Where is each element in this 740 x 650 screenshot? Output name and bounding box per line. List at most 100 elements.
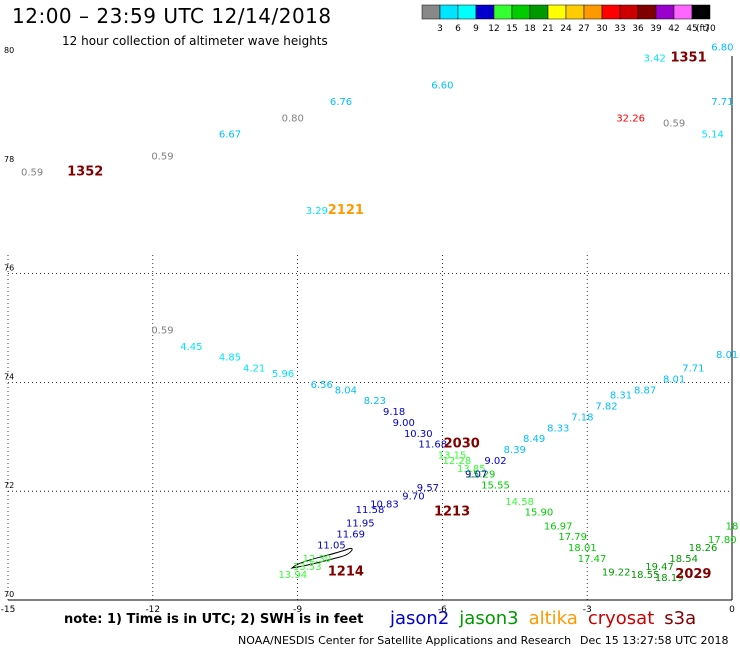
x-tick-label: -12	[145, 605, 160, 615]
legend-entry-s3a: s3a	[664, 608, 697, 629]
scale-label: 30	[596, 24, 608, 34]
wave-height-point: 17.79	[558, 532, 587, 543]
wave-height-point: 13.53	[293, 562, 322, 573]
wave-height-point: 15.55	[481, 480, 510, 491]
footer-note: note: 1) Time is in UTC; 2) SWH is in fe…	[64, 612, 364, 627]
scale-label: 21	[542, 24, 553, 34]
y-tick-label: 80	[4, 46, 14, 55]
wave-height-point: 6.67	[219, 130, 241, 141]
chart-subtitle: 12 hour collection of altimeter wave hei…	[62, 34, 328, 48]
wave-height-point: 9.18	[383, 407, 405, 418]
wave-height-point: 7.71	[682, 364, 704, 375]
x-tick-label: 0	[729, 605, 735, 615]
wave-height-point: 12.30	[303, 554, 332, 565]
scale-label: 45	[686, 24, 697, 34]
scale-label: 15	[506, 24, 517, 34]
legend-entry-altika: altika	[528, 608, 578, 629]
wave-height-point: 9.02	[484, 456, 506, 467]
wave-height-point: 9.07	[465, 470, 487, 481]
scale-label: 24	[560, 24, 572, 34]
y-tick-label: 78	[4, 155, 14, 164]
wave-height-point: 9.00	[393, 418, 415, 429]
pass-time-label: 1352	[67, 165, 103, 180]
wave-height-point: 0.59	[151, 151, 173, 162]
wave-height-point: 0.59	[21, 168, 43, 179]
wave-height-point: 7.82	[595, 402, 617, 413]
pass-time-label: 2121	[328, 203, 364, 218]
wave-height-point: 11.58	[356, 505, 385, 516]
credit-text: NOAA/NESDIS Center for Satellite Applica…	[238, 634, 572, 647]
wave-height-point: 5.14	[702, 130, 724, 141]
wave-height-point: 0.80	[282, 113, 304, 124]
y-tick-label: 70	[4, 590, 14, 599]
wave-height-point: 13.94	[278, 570, 307, 581]
chart-title: 12:00 – 23:59 UTC 12/14/2018	[12, 4, 332, 28]
legend-entry-jason3: jason3	[459, 608, 519, 629]
wave-height-point: 13.85	[457, 464, 486, 475]
wave-height-point: 17.47	[578, 554, 607, 565]
legend-entry-cryosat: cryosat	[587, 608, 655, 629]
wave-height-point: 8.31	[610, 391, 632, 402]
y-tick-label: 72	[4, 481, 14, 490]
wave-height-point: 7.18	[571, 412, 593, 423]
wave-height-point: 11.05	[317, 540, 346, 551]
wave-height-point: 18	[726, 521, 739, 532]
scale-swatch	[691, 4, 711, 20]
color-scale-legend: 3 6 9 12 15 18 21 24 27 30 33 36 39 42 45 70(ft)	[421, 4, 716, 34]
scale-label: 12	[488, 24, 499, 34]
wave-height-point: 11.95	[346, 519, 375, 530]
wave-height-point: 16.97	[544, 521, 573, 532]
scale-label: 9	[473, 24, 479, 34]
wave-height-point: 18.54	[669, 554, 698, 565]
pass-time-label: 1214	[328, 565, 364, 580]
satellite-legend: jason2 jason3 altika cryosat s3a	[390, 608, 706, 629]
wave-height-point: 15.29	[467, 470, 496, 481]
x-tick-label: -3	[583, 605, 592, 615]
wave-height-point: 15.90	[525, 508, 554, 519]
wave-height-point: 6.80	[711, 43, 733, 54]
y-tick-label: 74	[4, 372, 14, 381]
wave-height-point: 32.26	[616, 113, 645, 124]
wave-height-point: 8.04	[335, 385, 357, 396]
wave-height-point: 8.01	[716, 350, 738, 361]
y-tick-label: 76	[4, 264, 14, 273]
wave-height-point: 10.83	[370, 500, 399, 511]
scale-label: 18	[524, 24, 536, 34]
wave-height-point: 9.57	[417, 483, 439, 494]
wave-height-point: 6.60	[431, 81, 453, 92]
legend-entry-jason2: jason2	[390, 608, 450, 629]
wave-height-point: 4.85	[219, 353, 241, 364]
scale-label: 70	[704, 24, 716, 34]
island-outline	[290, 547, 353, 569]
wave-height-point: 0.59	[151, 325, 173, 336]
pass-time-label: 2029	[675, 567, 711, 582]
scale-unit: (ft)	[696, 24, 710, 34]
wave-height-point: 8.23	[364, 396, 386, 407]
pass-time-label: 2030	[444, 437, 480, 452]
pass-time-label: 1351	[670, 50, 706, 65]
wave-height-point: 9.70	[402, 491, 424, 502]
wave-height-point: 11.69	[336, 529, 365, 540]
wave-height-point: 11.68	[418, 440, 447, 451]
wave-height-point: 4.45	[180, 342, 202, 353]
x-tick-label: -9	[293, 605, 302, 615]
wave-height-point: 5.96	[272, 369, 294, 380]
x-tick-label: -6	[438, 605, 447, 615]
scale-label: 36	[632, 24, 644, 34]
wave-height-point: 0.59	[663, 119, 685, 130]
wave-height-point: 6.56	[311, 380, 333, 391]
scale-label: 39	[650, 24, 662, 34]
wave-height-point: 10.30	[404, 429, 433, 440]
wave-height-point: 8.49	[523, 434, 545, 445]
wave-height-point: 8.39	[504, 445, 526, 456]
scale-label: 42	[668, 24, 679, 34]
x-tick-label: -15	[1, 605, 16, 615]
wave-height-point: 8.33	[547, 423, 569, 434]
wave-height-point: 8.01	[663, 374, 685, 385]
wave-height-point: 13.15	[438, 451, 467, 462]
scale-label: 27	[578, 24, 589, 34]
scale-label: 33	[614, 24, 625, 34]
wave-height-point: 3.42	[644, 53, 666, 64]
generated-timestamp: Dec 15 13:27:58 UTC 2018	[580, 634, 729, 647]
